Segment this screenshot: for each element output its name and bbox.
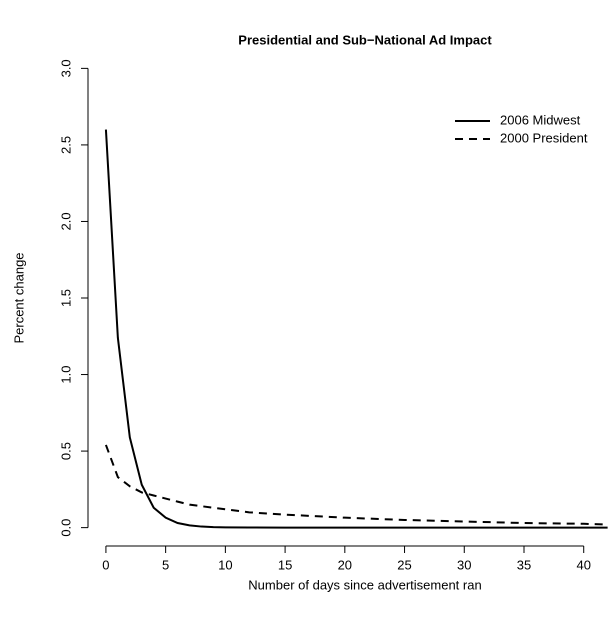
y-tick-label: 2.5: [58, 136, 73, 154]
x-tick-label: 15: [278, 557, 292, 572]
y-tick-label: 0.5: [58, 442, 73, 460]
x-tick-label: 35: [517, 557, 531, 572]
y-axis-label: Percent change: [11, 252, 26, 343]
x-tick-label: 25: [397, 557, 411, 572]
legend-label: 2006 Midwest: [500, 112, 581, 127]
x-axis-label: Number of days since advertisement ran: [248, 577, 481, 592]
y-tick-label: 2.0: [58, 212, 73, 230]
x-tick-label: 30: [457, 557, 471, 572]
y-tick-label: 1.5: [58, 289, 73, 307]
y-tick-label: 0.0: [58, 519, 73, 537]
chart-title: Presidential and Sub−National Ad Impact: [238, 32, 492, 47]
plot-area: [104, 129, 608, 529]
y-tick-label: 3.0: [58, 59, 73, 77]
x-tick-label: 20: [338, 557, 352, 572]
x-tick-label: 0: [102, 557, 109, 572]
x-tick-label: 5: [162, 557, 169, 572]
x-tick-label: 10: [218, 557, 232, 572]
y-tick-label: 1.0: [58, 366, 73, 384]
x-tick-label: 40: [576, 557, 590, 572]
series-line: [104, 129, 608, 529]
series-line: [104, 444, 608, 526]
legend-label: 2000 President: [500, 130, 588, 145]
